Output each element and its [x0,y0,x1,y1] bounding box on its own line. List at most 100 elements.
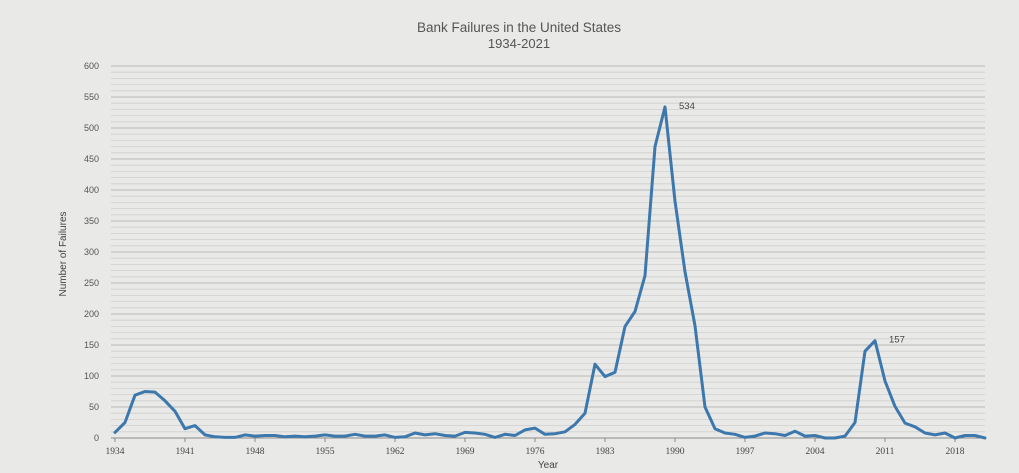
y-axis-label: Number of Failures [58,211,69,296]
x-tick-label: 1976 [526,447,545,457]
data-point [884,380,886,382]
y-tick-label: 300 [84,247,99,257]
data-point [644,274,646,276]
data-point [894,405,896,407]
data-point [384,434,386,436]
data-point [854,421,856,423]
data-point [494,436,496,438]
data-point [794,430,796,432]
data-point [254,435,256,437]
data-point [184,428,186,430]
data-point [984,437,986,439]
data-point [684,271,686,273]
data-point [394,436,396,438]
x-tick-label: 2018 [946,447,965,457]
data-point [454,435,456,437]
x-tick-label: 1969 [456,447,475,457]
data-point [214,436,216,438]
x-tick-label: 1983 [596,447,615,457]
y-tick-label: 350 [84,216,99,226]
data-point [774,432,776,434]
data-point [724,432,726,434]
data-point [574,423,576,425]
data-point [544,433,546,435]
data-point [224,436,226,438]
data-point [664,106,666,108]
data-point [784,434,786,436]
data-point [144,390,146,392]
data-point [954,437,956,439]
data-point [714,428,716,430]
data-point [824,437,826,439]
x-tick-label: 1990 [666,447,685,457]
data-point [244,434,246,436]
data-point [834,437,836,439]
x-tick-label: 1934 [106,447,125,457]
series-layer [113,105,987,440]
chart-subtitle: 1934-2021 [488,36,550,51]
data-point [404,436,406,438]
data-point [274,434,276,436]
data-point [264,434,266,436]
y-axis-ticks: 0 50 100 150 200 250 300 350 400 450 500 550 600 [84,61,99,443]
data-point [374,435,376,437]
x-axis-ticks: 1934 1941 1948 1955 1962 1969 1976 1983 1990 1997… [106,438,965,457]
y-tick-label: 0 [94,433,99,443]
data-point [734,433,736,435]
data-point [134,394,136,396]
data-point [314,435,316,437]
data-point [534,427,536,429]
data-point [674,200,676,202]
x-tick-label: 1955 [316,447,335,457]
y-tick-label: 100 [84,371,99,381]
data-point [234,436,236,438]
data-point [754,435,756,437]
data-point [304,436,306,438]
data-point [634,310,636,312]
y-tick-label: 50 [89,402,99,412]
data-point [604,375,606,377]
data-point [124,421,126,423]
data-point [704,406,706,408]
data-point [554,432,556,434]
data-point [464,431,466,433]
data-point [844,435,846,437]
annotations: 534 157 [679,101,905,346]
data-point [614,371,616,373]
x-tick-label: 1962 [386,447,405,457]
data-point [474,432,476,434]
data-point [744,436,746,438]
y-tick-label: 600 [84,61,99,71]
y-tick-label: 550 [84,92,99,102]
data-point [174,410,176,412]
data-point [164,400,166,402]
data-point [804,435,806,437]
x-tick-label: 1997 [736,447,755,457]
data-point [414,432,416,434]
data-point [294,435,296,437]
data-point [764,432,766,434]
data-point [484,433,486,435]
data-point [624,325,626,327]
data-point [934,434,936,436]
data-point [924,432,926,434]
data-point [524,429,526,431]
data-point [154,391,156,393]
data-point [514,434,516,436]
data-point [864,350,866,352]
x-tick-label: 2004 [806,447,825,457]
data-point [814,434,816,436]
x-axis-label: Year [538,460,559,471]
data-point [594,363,596,365]
data-point [964,434,966,436]
data-point [364,435,366,437]
data-point [324,434,326,436]
data-point [334,435,336,437]
data-point [914,426,916,428]
x-tick-label: 1941 [176,447,195,457]
data-point [344,435,346,437]
y-tick-label: 250 [84,278,99,288]
data-point [114,431,116,433]
y-tick-label: 150 [84,340,99,350]
